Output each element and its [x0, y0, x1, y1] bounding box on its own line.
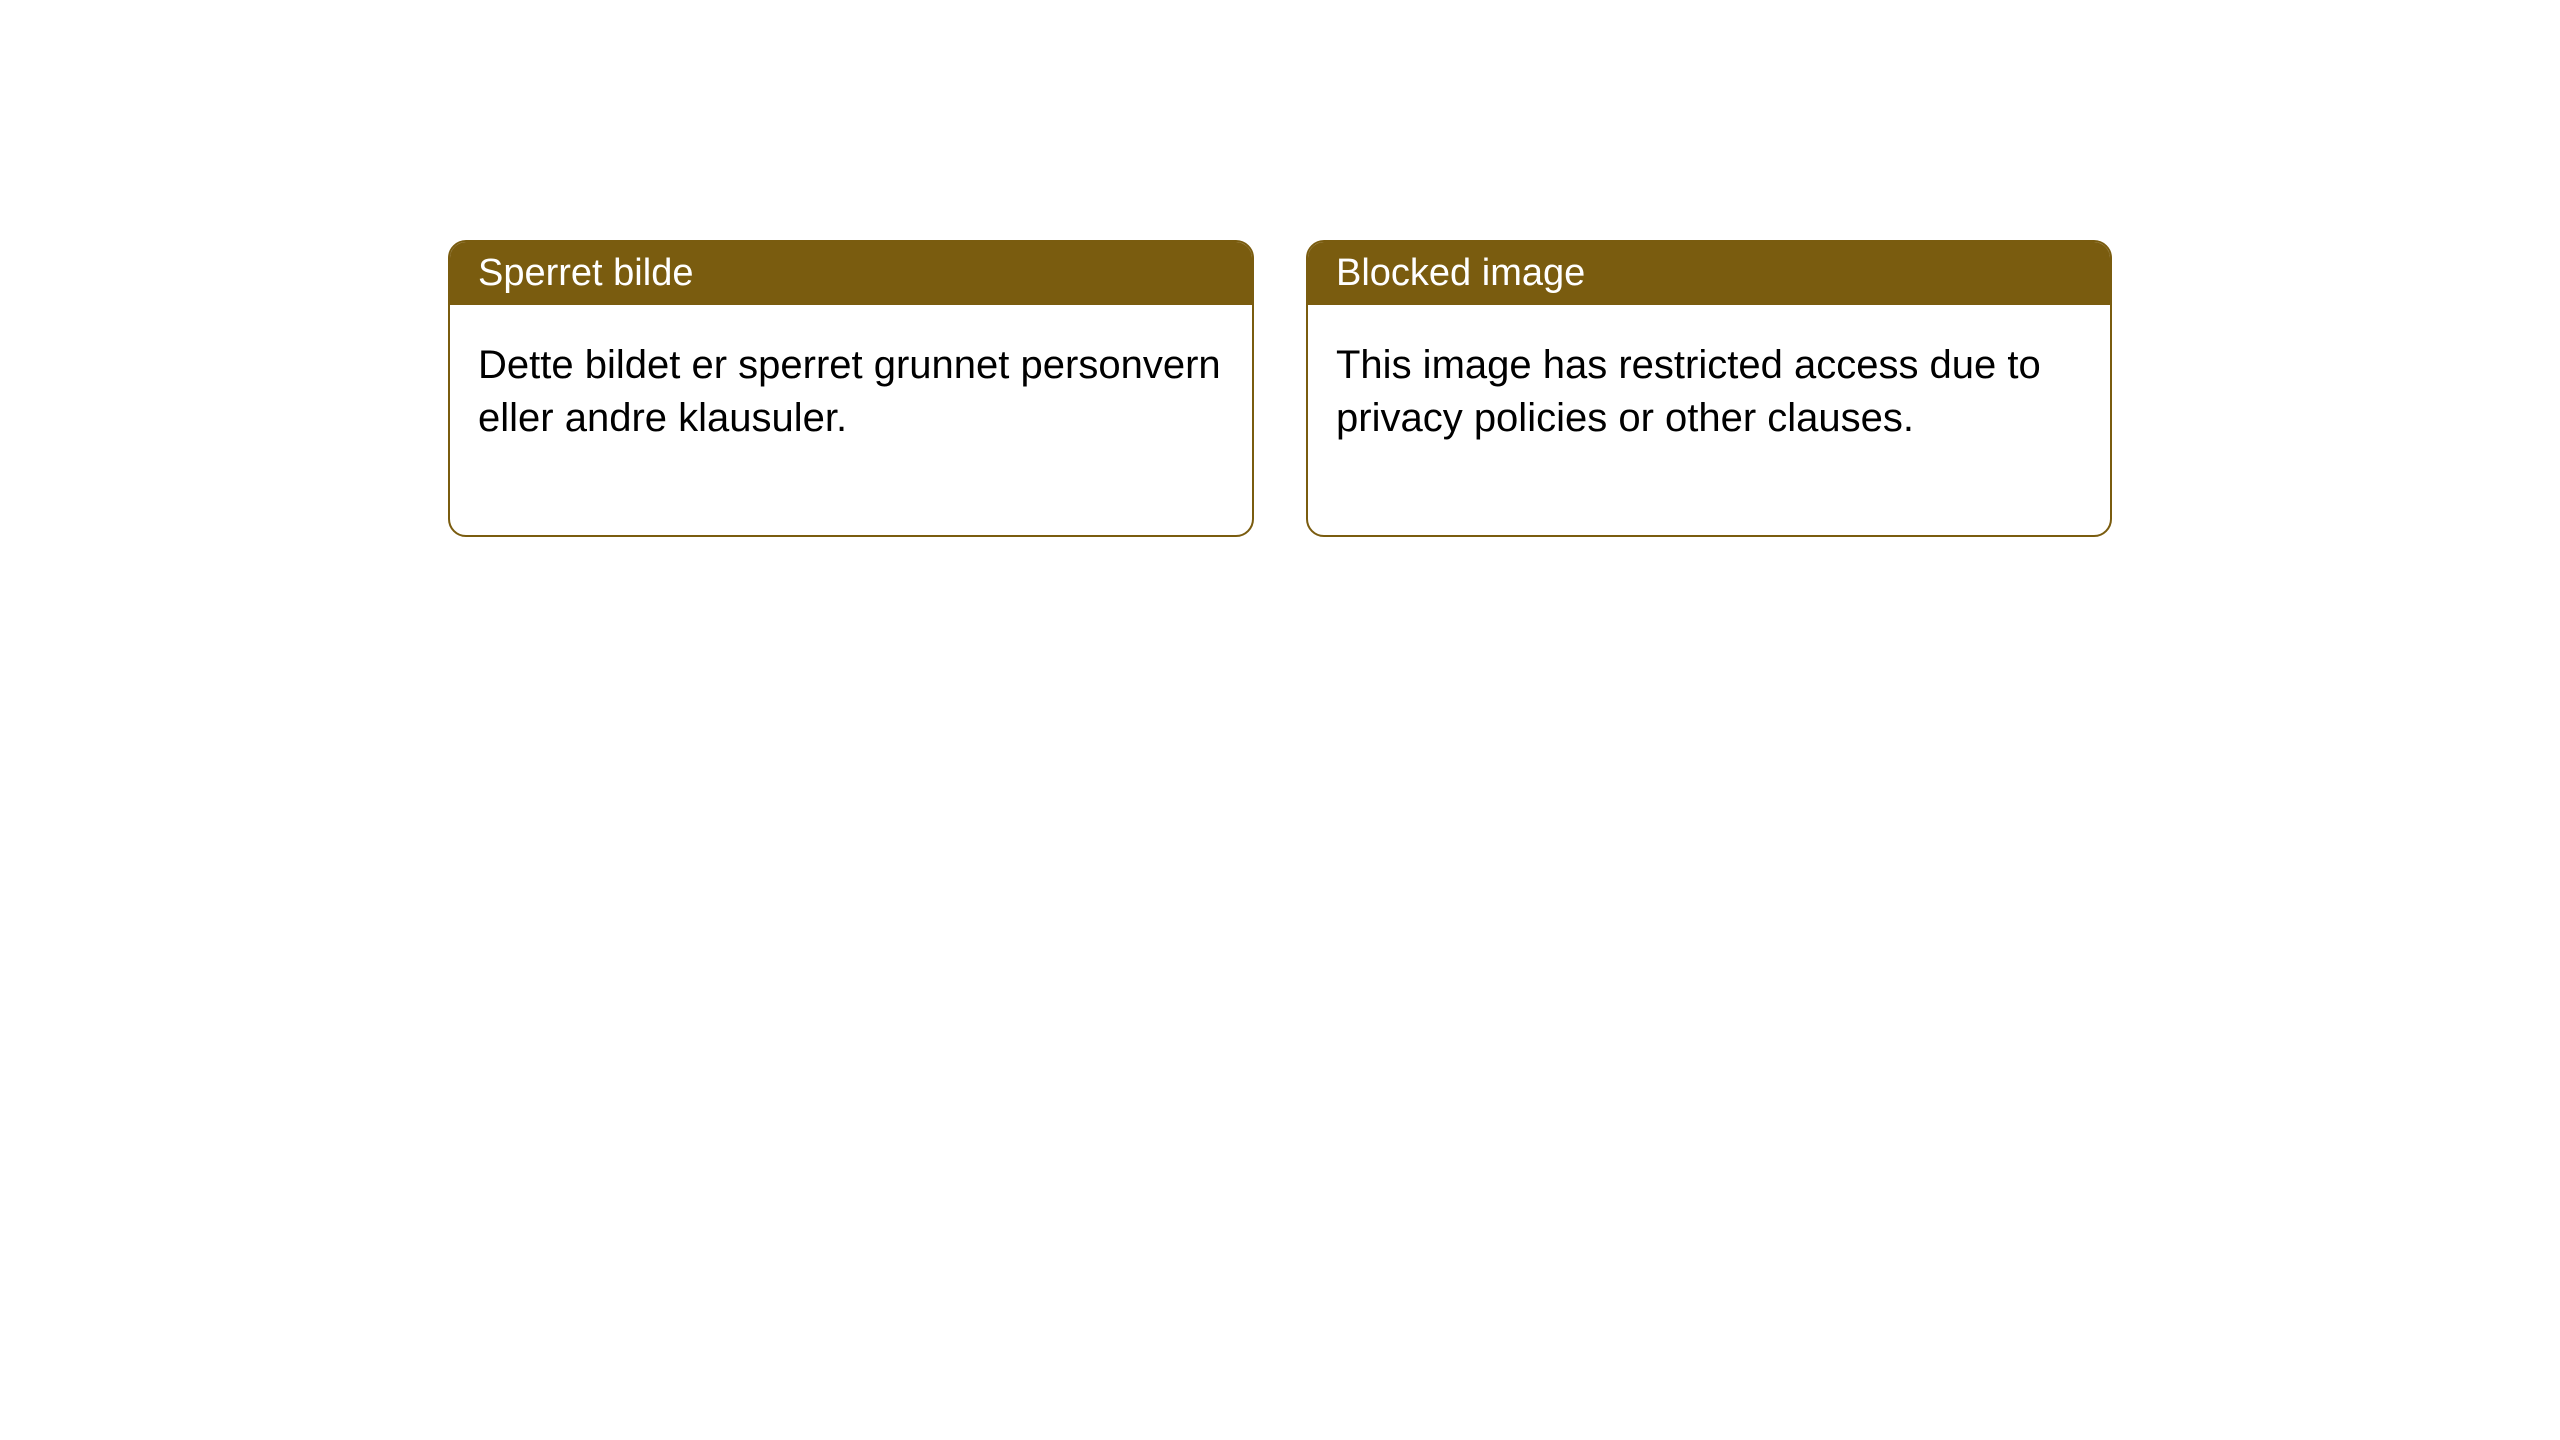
notice-body: This image has restricted access due to … [1308, 305, 2110, 535]
notice-body-text: This image has restricted access due to … [1336, 343, 2041, 440]
notice-header: Blocked image [1308, 242, 2110, 305]
notice-body-text: Dette bildet er sperret grunnet personve… [478, 343, 1221, 440]
notice-title: Sperret bilde [478, 252, 693, 294]
notice-header: Sperret bilde [450, 242, 1252, 305]
notice-body: Dette bildet er sperret grunnet personve… [450, 305, 1252, 535]
notice-container: Sperret bilde Dette bildet er sperret gr… [448, 240, 2112, 537]
notice-box-english: Blocked image This image has restricted … [1306, 240, 2112, 537]
notice-box-norwegian: Sperret bilde Dette bildet er sperret gr… [448, 240, 1254, 537]
notice-title: Blocked image [1336, 252, 1585, 294]
